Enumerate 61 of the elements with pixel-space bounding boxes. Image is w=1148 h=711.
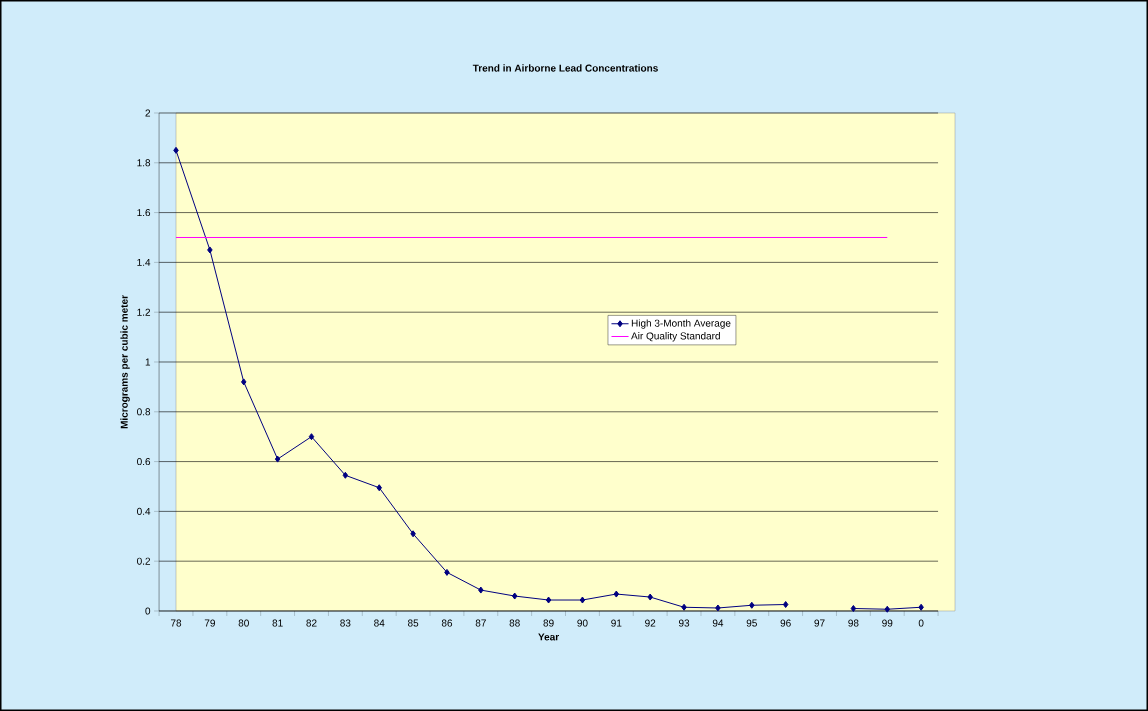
y-tick-label: 0.4 — [137, 507, 151, 515]
x-tick-label: 90 — [577, 619, 588, 627]
legend-label: High 3-Month Average — [631, 319, 731, 329]
x-tick-label: 84 — [374, 619, 385, 627]
point — [715, 604, 721, 612]
point — [410, 530, 416, 538]
x-tick-label: 88 — [509, 619, 520, 627]
point — [918, 603, 924, 611]
x-tick-label: 89 — [543, 619, 554, 627]
point — [241, 378, 247, 386]
point — [884, 605, 891, 613]
x-tick-label: 96 — [780, 619, 791, 627]
x-tick-label: 91 — [611, 619, 622, 627]
point — [478, 586, 484, 594]
x-tick-label: 97 — [814, 619, 825, 627]
y-tick-label: 1.4 — [137, 258, 151, 266]
point — [749, 601, 755, 609]
x-tick-label: 98 — [848, 619, 859, 627]
legend-label: Air Quality Standard — [631, 332, 720, 342]
x-tick-label: 86 — [441, 619, 453, 627]
x-tick-label: 79 — [204, 619, 215, 627]
x-tick-label: 99 — [882, 619, 893, 627]
y-tick-label: 1 — [145, 358, 151, 366]
x-tick-label: 94 — [712, 619, 724, 627]
x-tick-label: 87 — [475, 619, 486, 627]
point — [647, 593, 653, 601]
y-tick-label: 1.8 — [137, 159, 151, 167]
x-tick-label: 0 — [918, 619, 924, 627]
x-tick-label: 92 — [645, 619, 656, 627]
point — [308, 433, 315, 441]
point — [444, 568, 450, 576]
y-tick-label: 0.8 — [137, 408, 151, 416]
point — [511, 592, 518, 600]
y-tick-label: 1.2 — [137, 308, 151, 316]
x-tick-label: 85 — [407, 619, 419, 627]
x-axis-title: Year — [538, 633, 559, 641]
x-tick-label: 93 — [678, 619, 690, 627]
x-tick-label: 81 — [272, 619, 283, 627]
x-tick-label: 80 — [238, 619, 249, 627]
x-tick-label: 95 — [746, 619, 757, 627]
y-tick-label: 0 — [145, 607, 151, 615]
y-tick-label: 2 — [145, 109, 151, 117]
x-tick-label: 78 — [170, 619, 182, 627]
y-tick-label: 1.6 — [137, 209, 151, 217]
x-tick-label: 83 — [340, 619, 351, 627]
y-tick-label: 0.2 — [137, 557, 151, 565]
point — [173, 146, 179, 154]
point — [850, 604, 857, 612]
point — [613, 590, 620, 598]
point — [681, 603, 687, 611]
point — [376, 484, 382, 492]
point — [782, 601, 789, 609]
y-axis-title: Micrograms per cubic meter — [120, 295, 130, 429]
chart-title: Trend in Airborne Lead Concentrations — [472, 64, 658, 72]
x-tick-label: 82 — [306, 619, 317, 627]
point — [545, 596, 552, 604]
point — [579, 596, 586, 604]
point — [274, 455, 281, 463]
point — [342, 471, 349, 479]
point — [207, 246, 213, 254]
y-tick-label: 0.6 — [137, 458, 151, 466]
